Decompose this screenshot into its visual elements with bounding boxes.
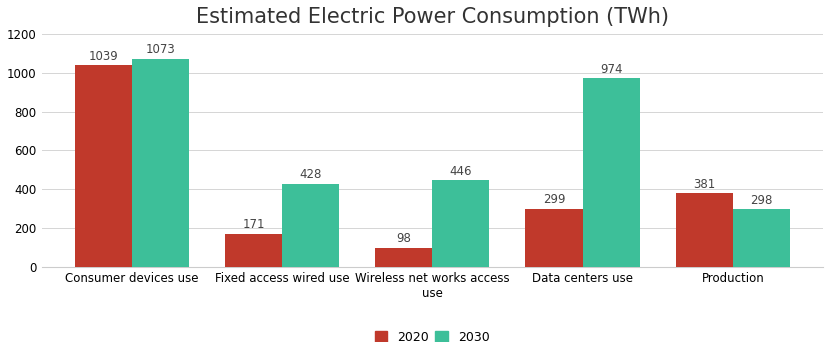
Bar bbox=[225, 234, 282, 267]
Text: 381: 381 bbox=[693, 177, 715, 190]
Text: 299: 299 bbox=[543, 194, 565, 207]
Text: 446: 446 bbox=[450, 165, 472, 178]
Text: 1039: 1039 bbox=[88, 50, 118, 63]
Text: 1073: 1073 bbox=[145, 43, 175, 56]
Bar bbox=[75, 65, 132, 267]
Legend: 2020, 2030: 2020, 2030 bbox=[370, 326, 495, 342]
Bar bbox=[733, 209, 790, 267]
Text: 298: 298 bbox=[750, 194, 773, 207]
Bar bbox=[432, 180, 490, 267]
Bar bbox=[375, 248, 432, 267]
Bar bbox=[132, 59, 189, 267]
Bar bbox=[583, 78, 640, 267]
Bar bbox=[525, 209, 583, 267]
Bar bbox=[282, 184, 339, 267]
Text: 171: 171 bbox=[242, 218, 265, 231]
Text: 428: 428 bbox=[300, 169, 322, 182]
Bar bbox=[676, 193, 733, 267]
Text: 974: 974 bbox=[600, 63, 622, 76]
Text: 98: 98 bbox=[396, 233, 411, 246]
Title: Estimated Electric Power Consumption (TWh): Estimated Electric Power Consumption (TW… bbox=[196, 7, 669, 27]
